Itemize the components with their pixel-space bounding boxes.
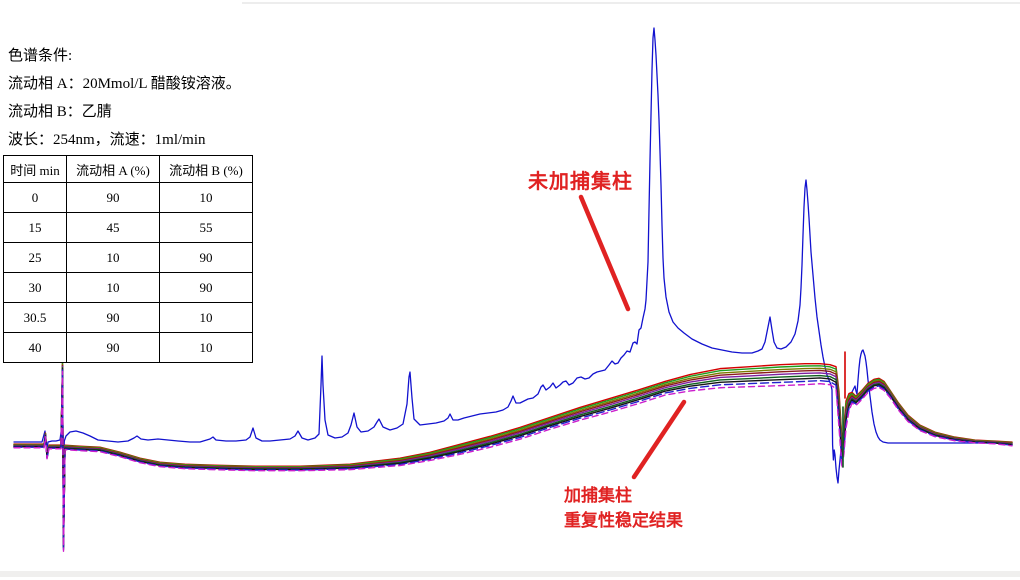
- gradient-cell: 10: [66, 272, 160, 303]
- gradient-cell: 10: [66, 242, 160, 273]
- bottom-scrollbar-track[interactable]: [0, 571, 1020, 577]
- gradient-col-header: 流动相 A (%): [66, 155, 160, 183]
- trace-with-trap-column-2: [13, 362, 1013, 543]
- annotation-leader-line-1: [578, 194, 631, 312]
- trace-with-trap-column-4: [13, 364, 1013, 545]
- gradient-cell: 10: [159, 182, 253, 213]
- condition-mobile-phase-a: 流动相 A：20Mmol/L 醋酸铵溶液。: [8, 76, 241, 92]
- trace-no-trap-column: [13, 27, 1013, 484]
- gradient-table-row: 30.5 90 10: [3, 302, 253, 333]
- gradient-table-row: 0 90 10: [3, 182, 253, 213]
- gradient-cell: 45: [66, 212, 160, 243]
- gradient-cell: 25: [3, 242, 67, 273]
- gradient-cell: 40: [3, 332, 67, 363]
- gradient-table-row: 25 10 90: [3, 242, 253, 273]
- annotation-no-trap-label: 未加捕集柱: [528, 171, 633, 193]
- gradient-cell: 0: [3, 182, 67, 213]
- gradient-cell: 15: [3, 212, 67, 243]
- gradient-cell: 90: [159, 272, 253, 303]
- trace-with-trap-column-5: [13, 365, 1013, 547]
- gradient-table-row: 30 10 90: [3, 272, 253, 303]
- gradient-cell: 90: [159, 242, 253, 273]
- conditions-block: 色谱条件: 流动相 A：20Mmol/L 醋酸铵溶液。 流动相 B：乙腈 波长：…: [8, 42, 241, 154]
- trace-with-trap-column-1: [13, 361, 1013, 542]
- top-divider-line: [242, 2, 1020, 4]
- annotation-trap-label-line1: 加捕集柱: [564, 486, 632, 505]
- trace-with-trap-column-6: [13, 367, 1013, 548]
- gradient-table-row: 15 45 55: [3, 212, 253, 243]
- gradient-table-row: 40 90 10: [3, 332, 253, 363]
- gradient-cell: 30.5: [3, 302, 67, 333]
- trace-with-trap-column-8: [13, 369, 1013, 551]
- annotation-trap-label-line2: 重复性稳定结果: [564, 511, 683, 530]
- gradient-cell: 10: [159, 302, 253, 333]
- conditions-title: 色谱条件:: [8, 48, 73, 64]
- gradient-col-header: 流动相 B (%): [159, 155, 253, 183]
- gradient-cell: 90: [66, 182, 160, 213]
- gradient-cell: 55: [159, 212, 253, 243]
- condition-mobile-phase-b: 流动相 B：乙腈: [8, 104, 112, 120]
- annotation-leader-line-2: [631, 399, 687, 480]
- gradient-table-header-row: 时间 min 流动相 A (%) 流动相 B (%): [3, 155, 253, 183]
- gradient-table: 时间 min 流动相 A (%) 流动相 B (%) 0 90 10 15 45 55 25 10…: [3, 155, 253, 363]
- gradient-cell: 10: [159, 332, 253, 363]
- gradient-cell: 90: [66, 302, 160, 333]
- annotation-trap-label: 加捕集柱 重复性稳定结果: [564, 483, 683, 533]
- trace-with-trap-column-3: [13, 363, 1013, 544]
- trace-with-trap-column-9: [13, 370, 1013, 552]
- condition-wavelength-flow: 波长：254nm，流速：1ml/min: [8, 132, 206, 148]
- gradient-cell: 30: [3, 272, 67, 303]
- gradient-col-header: 时间 min: [3, 155, 67, 183]
- gradient-cell: 90: [66, 332, 160, 363]
